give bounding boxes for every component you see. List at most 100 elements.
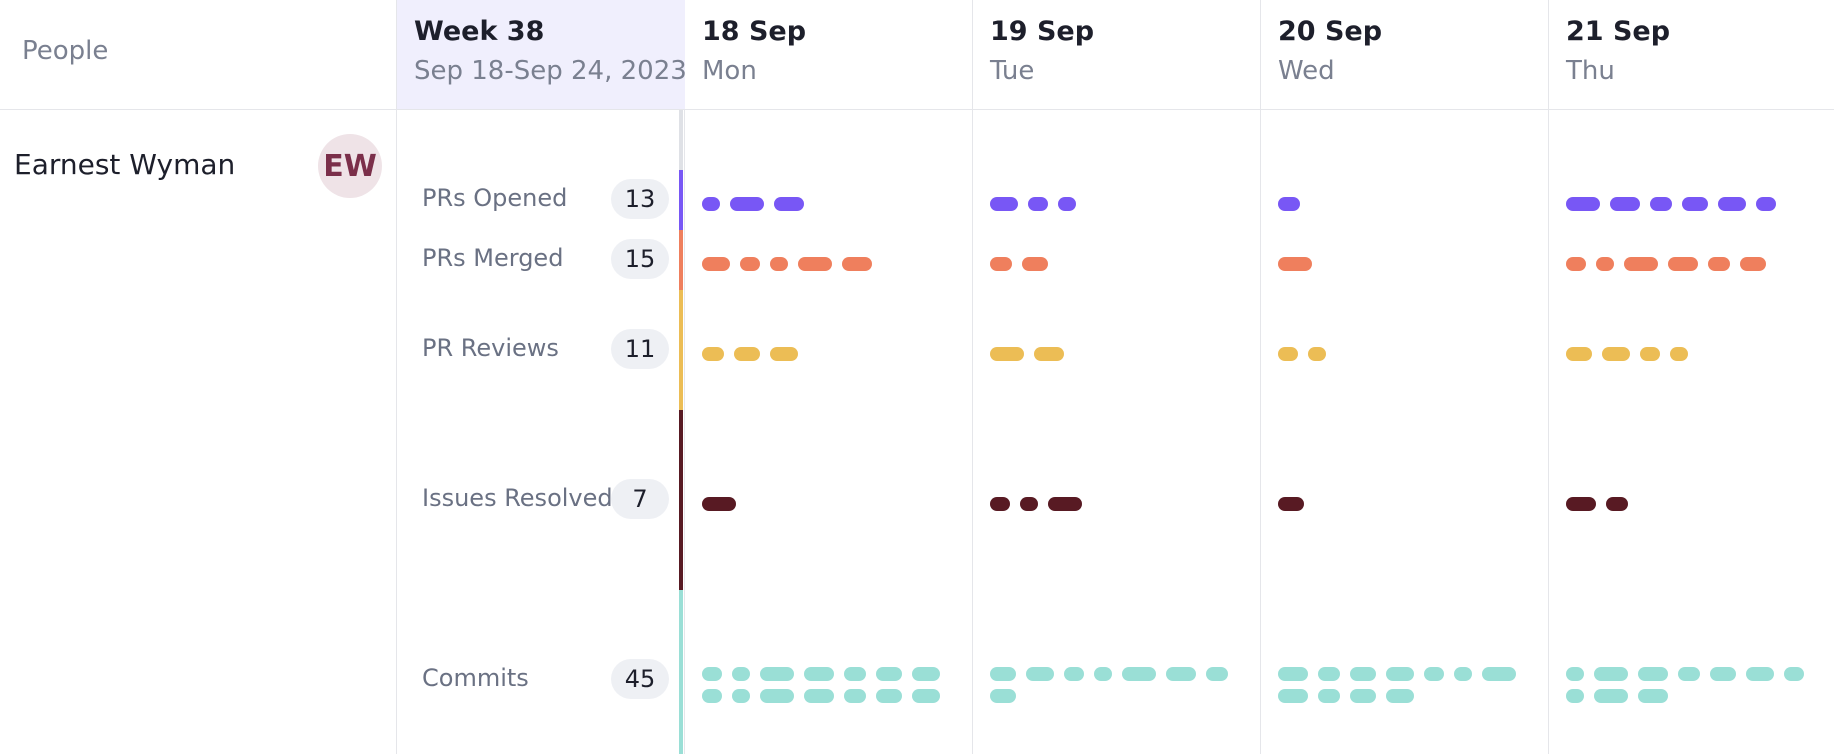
activity-pill[interactable] (1638, 667, 1668, 681)
metric-count-badge: 15 (611, 239, 669, 279)
activity-pill[interactable] (876, 667, 902, 681)
activity-pill[interactable] (1678, 667, 1700, 681)
activity-pill[interactable] (1624, 257, 1658, 271)
week-title: Week 38 (414, 16, 545, 47)
activity-pill[interactable] (1606, 497, 1628, 511)
activity-pill[interactable] (1122, 667, 1156, 681)
activity-pill[interactable] (1206, 667, 1228, 681)
activity-pill[interactable] (1740, 257, 1766, 271)
activity-pill[interactable] (1784, 667, 1804, 681)
activity-pill[interactable] (770, 257, 788, 271)
activity-pill[interactable] (1482, 667, 1516, 681)
activity-pill[interactable] (1278, 197, 1300, 211)
activity-pill[interactable] (702, 347, 724, 361)
metric-color-bar (679, 230, 683, 290)
avatar[interactable]: EW (318, 134, 382, 198)
activity-pill[interactable] (1058, 197, 1076, 211)
activity-pill[interactable] (1566, 689, 1584, 703)
activity-pill[interactable] (702, 257, 730, 271)
activity-pill[interactable] (990, 689, 1016, 703)
activity-pill[interactable] (1566, 497, 1596, 511)
activity-pill[interactable] (1094, 667, 1112, 681)
activity-pill[interactable] (844, 667, 866, 681)
activity-pill[interactable] (770, 347, 798, 361)
activity-pill[interactable] (990, 667, 1016, 681)
day-weekday: Thu (1566, 56, 1615, 86)
activity-pill[interactable] (1278, 257, 1312, 271)
activity-pill[interactable] (844, 689, 866, 703)
activity-pill[interactable] (990, 347, 1024, 361)
activity-pill[interactable] (1318, 689, 1340, 703)
activity-pill[interactable] (1350, 667, 1376, 681)
activity-pill[interactable] (876, 689, 902, 703)
activity-pill[interactable] (740, 257, 760, 271)
activity-pill[interactable] (1424, 667, 1444, 681)
activity-pill[interactable] (702, 689, 722, 703)
activity-pill[interactable] (842, 257, 872, 271)
activity-pill[interactable] (1026, 667, 1054, 681)
activity-pill[interactable] (990, 497, 1010, 511)
activity-pill[interactable] (1640, 347, 1660, 361)
activity-pill[interactable] (990, 257, 1012, 271)
activity-pill[interactable] (1746, 667, 1774, 681)
activity-pill[interactable] (1668, 257, 1698, 271)
activity-pill[interactable] (912, 667, 940, 681)
activity-pill[interactable] (1028, 197, 1048, 211)
activity-pill[interactable] (798, 257, 832, 271)
activity-pill[interactable] (1708, 257, 1730, 271)
activity-pill[interactable] (990, 197, 1018, 211)
header-divider (0, 109, 1834, 110)
activity-pill[interactable] (1566, 347, 1592, 361)
activity-pill[interactable] (1278, 497, 1304, 511)
activity-pill[interactable] (1386, 689, 1414, 703)
day-date: 20 Sep (1278, 16, 1383, 47)
activity-pill[interactable] (1386, 667, 1414, 681)
activity-pill[interactable] (1566, 197, 1600, 211)
activity-pill[interactable] (1020, 497, 1038, 511)
activity-pill[interactable] (1594, 689, 1628, 703)
divider (684, 0, 685, 754)
activity-pill[interactable] (1048, 497, 1082, 511)
activity-pill[interactable] (1166, 667, 1196, 681)
activity-pill[interactable] (1638, 689, 1668, 703)
activity-pill[interactable] (1594, 667, 1628, 681)
activity-pill[interactable] (1566, 257, 1586, 271)
activity-pill[interactable] (1650, 197, 1672, 211)
activity-pill[interactable] (730, 197, 764, 211)
day-date: 21 Sep (1566, 16, 1671, 47)
day-weekday: Wed (1278, 56, 1335, 86)
activity-pill[interactable] (1318, 667, 1340, 681)
activity-pill[interactable] (1670, 347, 1688, 361)
activity-pill[interactable] (1278, 689, 1308, 703)
activity-pill[interactable] (1278, 667, 1308, 681)
activity-pill[interactable] (1610, 197, 1640, 211)
activity-pill[interactable] (804, 667, 834, 681)
activity-pill[interactable] (1034, 347, 1064, 361)
activity-pill[interactable] (804, 689, 834, 703)
activity-pill[interactable] (760, 689, 794, 703)
activity-pill[interactable] (912, 689, 940, 703)
activity-pill[interactable] (760, 667, 794, 681)
activity-pill[interactable] (1596, 257, 1614, 271)
activity-pill[interactable] (1756, 197, 1776, 211)
activity-pill[interactable] (1602, 347, 1630, 361)
activity-pill[interactable] (734, 347, 760, 361)
activity-pill[interactable] (774, 197, 804, 211)
activity-pill[interactable] (702, 667, 722, 681)
activity-pill[interactable] (1682, 197, 1708, 211)
activity-pill[interactable] (1064, 667, 1084, 681)
activity-pill[interactable] (1710, 667, 1736, 681)
activity-pill[interactable] (702, 497, 736, 511)
activity-pill[interactable] (1350, 689, 1376, 703)
activity-pill[interactable] (1308, 347, 1326, 361)
activity-pill[interactable] (732, 667, 750, 681)
divider (972, 0, 973, 754)
activity-pill[interactable] (1718, 197, 1746, 211)
activity-pill[interactable] (1454, 667, 1472, 681)
activity-pill[interactable] (1022, 257, 1048, 271)
activity-pill[interactable] (732, 689, 750, 703)
activity-pill[interactable] (702, 197, 720, 211)
activity-pill[interactable] (1566, 667, 1584, 681)
person-name[interactable]: Earnest Wyman (14, 148, 236, 181)
activity-pill[interactable] (1278, 347, 1298, 361)
